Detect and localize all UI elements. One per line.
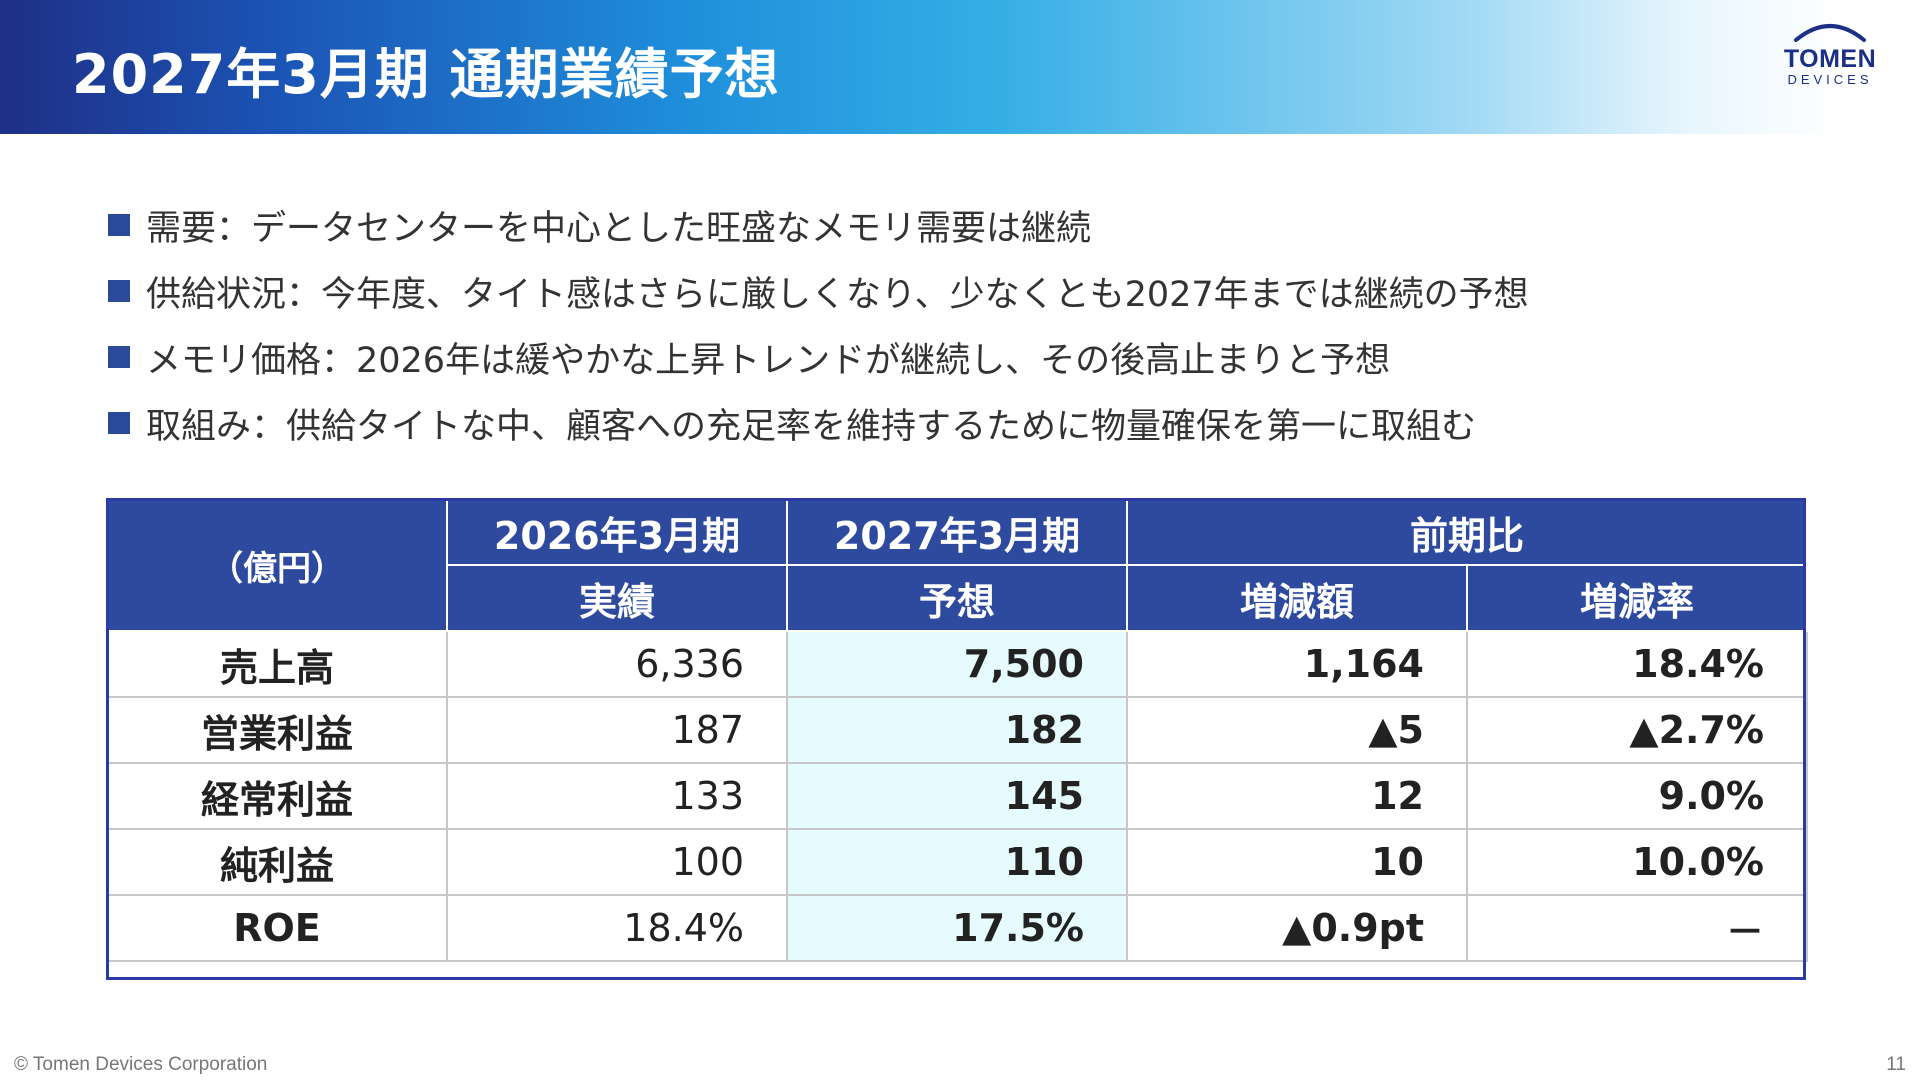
prev-value: 18.4%: [446, 894, 788, 962]
prev-value: 6,336: [446, 630, 788, 698]
rate-value: －: [1465, 894, 1809, 962]
row-label: ROE: [106, 894, 448, 962]
forecast-header: 予想: [786, 564, 1128, 632]
row-label: 経常利益: [106, 762, 448, 830]
bullet-item: メモリ価格：2026年は緩やかな上昇トレンドが継続し、その後高止まりと予想: [108, 324, 1529, 390]
table-row: 経常利益 133 145 12 9.0%: [106, 762, 1809, 830]
bullet-text: 取組み：供給タイトな中、顧客への充足率を維持するために物量確保を第一に取組む: [146, 406, 1477, 447]
prev-value: 100: [446, 828, 788, 896]
page-number: 11: [1886, 1054, 1906, 1075]
prev-year-header: 2026年3月期: [446, 498, 788, 566]
table-subheader-row: 実績 予想 増減額 増減率: [107, 564, 1809, 632]
title-banner: 2027年3月期 通期業績予想 TOMEN DEVICES: [0, 0, 1920, 134]
square-bullet-icon: [108, 412, 130, 434]
logo-arc-icon: [1794, 24, 1866, 42]
square-bullet-icon: [108, 280, 130, 302]
bullet-list: 需要：データセンターを中心とした旺盛なメモリ需要は継続 供給状況：今年度、タイト…: [108, 192, 1529, 456]
table-row: 純利益 100 110 10 10.0%: [106, 828, 1809, 896]
row-label: 営業利益: [106, 696, 448, 764]
forecast-value: 17.5%: [786, 894, 1128, 962]
forecast-value: 182: [786, 696, 1128, 764]
prev-actual-header: 実績: [446, 564, 788, 632]
square-bullet-icon: [108, 346, 130, 368]
rate-value: 10.0%: [1465, 828, 1809, 896]
diff-value: ▲5: [1126, 696, 1468, 764]
table-row: ROE 18.4% 17.5% ▲0.9pt －: [106, 894, 1809, 962]
bullet-item: 需要：データセンターを中心とした旺盛なメモリ需要は継続: [108, 192, 1529, 258]
prev-value: 133: [446, 762, 788, 830]
unit-header: （億円）: [106, 498, 448, 632]
bullet-item: 供給状況：今年度、タイト感はさらに厳しくなり、少なくとも2027年までは継続の予…: [108, 258, 1529, 324]
bullet-text: 供給状況：今年度、タイト感はさらに厳しくなり、少なくとも2027年までは継続の予…: [146, 274, 1529, 315]
table-row: 営業利益 187 182 ▲5 ▲2.7%: [106, 696, 1809, 764]
diff-amount-header: 増減額: [1126, 564, 1468, 632]
row-label: 売上高: [106, 630, 448, 698]
logo-subtext: DEVICES: [1787, 72, 1873, 87]
diff-value: 10: [1126, 828, 1468, 896]
row-label: 純利益: [106, 828, 448, 896]
table-row: 売上高 6,336 7,500 1,164 18.4%: [106, 630, 1809, 698]
diff-value: 12: [1126, 762, 1468, 830]
forecast-value: 7,500: [786, 630, 1128, 698]
forecast-year-header: 2027年3月期: [786, 498, 1128, 566]
slide-title: 2027年3月期 通期業績予想: [72, 43, 780, 106]
rate-value: 18.4%: [1465, 630, 1809, 698]
rate-value: ▲2.7%: [1465, 696, 1809, 764]
bullet-item: 取組み：供給タイトな中、顧客への充足率を維持するために物量確保を第一に取組む: [108, 390, 1529, 456]
copyright-footer: © Tomen Devices Corporation: [14, 1054, 268, 1075]
prev-value: 187: [446, 696, 788, 764]
bullet-text: メモリ価格：2026年は緩やかな上昇トレンドが継続し、その後高止まりと予想: [146, 340, 1391, 381]
table-header-row: （億円） 2026年3月期 2027年3月期 前期比: [106, 498, 1809, 632]
yoy-header: 前期比: [1125, 498, 1809, 566]
bullet-text: 需要：データセンターを中心とした旺盛なメモリ需要は継続: [146, 208, 1092, 249]
forecast-value: 110: [786, 828, 1128, 896]
company-logo: TOMEN DEVICES: [1770, 20, 1890, 112]
square-bullet-icon: [108, 214, 130, 236]
forecast-table: （億円） 2026年3月期 2027年3月期 前期比 実績 予想 増減額 増減率…: [106, 498, 1809, 962]
logo-wordmark: TOMEN: [1783, 45, 1877, 73]
diff-value: 1,164: [1126, 630, 1468, 698]
diff-rate-header: 増減率: [1465, 564, 1809, 632]
rate-value: 9.0%: [1465, 762, 1809, 830]
forecast-value: 145: [786, 762, 1128, 830]
diff-value: ▲0.9pt: [1126, 894, 1468, 962]
